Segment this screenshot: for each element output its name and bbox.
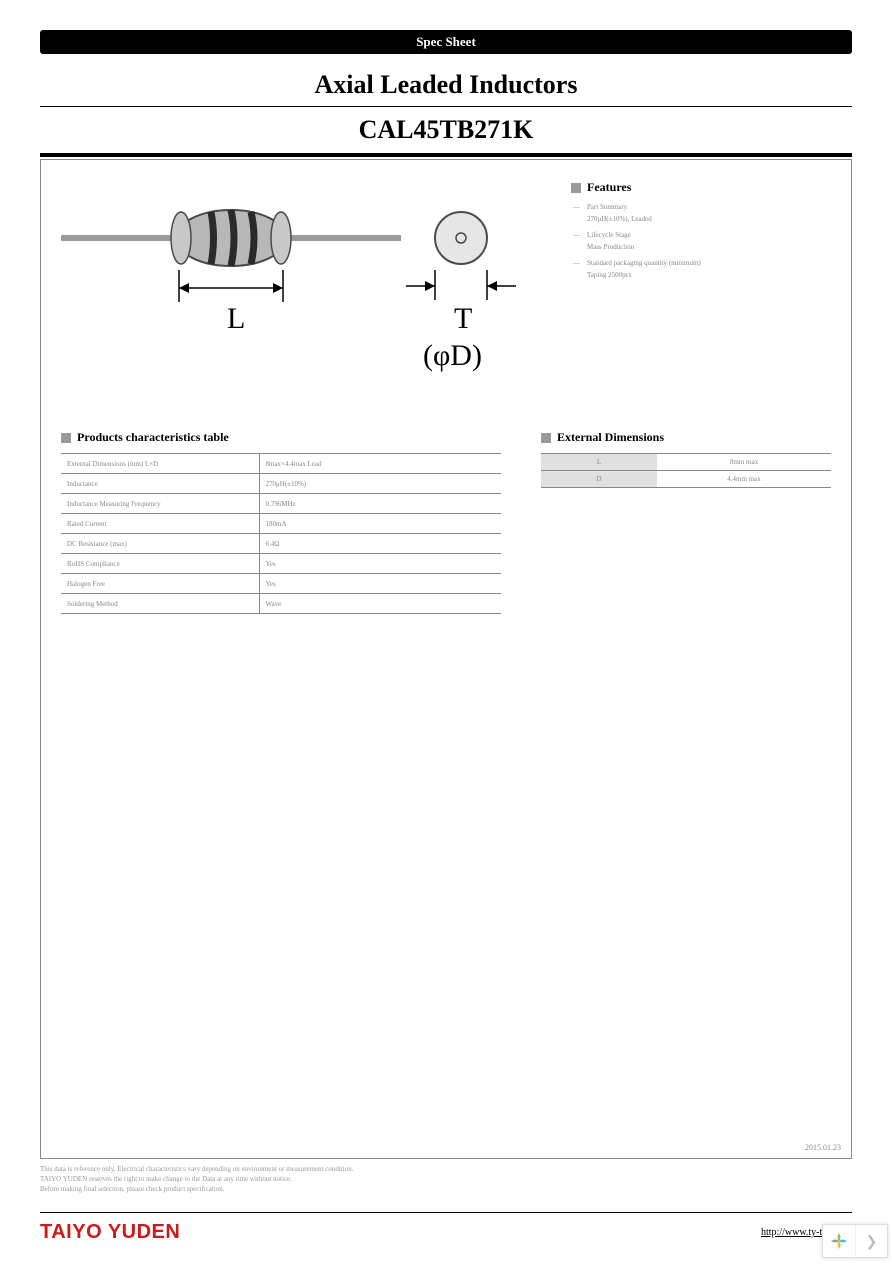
feature-value: 270μH(±10%), Leaded	[571, 215, 831, 223]
disclaimer-line: TAIYO YUDEN reserves the right to make c…	[40, 1175, 852, 1185]
square-bullet-icon	[61, 433, 71, 443]
diagram-label-l: L	[227, 302, 245, 335]
features-section: Features Part Summary 270μH(±10%), Leaded…	[571, 180, 831, 390]
dim-value: 8mm max	[657, 454, 831, 471]
feature-label: Part Summary	[571, 203, 831, 211]
char-param: RoHS Compliance	[61, 554, 259, 574]
char-param: DC Resistance (max)	[61, 534, 259, 554]
page-nav-widget: ❯	[822, 1224, 888, 1258]
table-row: Soldering MethodWave	[61, 594, 501, 614]
char-param: Halogen Free	[61, 574, 259, 594]
nav-logo-icon[interactable]	[823, 1225, 855, 1257]
square-bullet-icon	[571, 183, 581, 193]
features-heading: Features	[571, 180, 831, 195]
document-date: 2015.01.23	[805, 1143, 841, 1152]
table-row: L8mm max	[541, 454, 831, 471]
table-row: Halogen FreeYes	[61, 574, 501, 594]
characteristics-heading: Products characteristics table	[61, 430, 501, 445]
diagram-label-t: T	[454, 302, 472, 335]
feature-label: Standard packaging quantity (minimum)	[571, 259, 831, 267]
table-row: Inductance270μH(±10%)	[61, 474, 501, 494]
char-param: Inductance Measuring Frequency	[61, 494, 259, 514]
char-value: Yes	[259, 574, 501, 594]
characteristics-table: External Dimensions (mm) L×D8max×4.4max …	[61, 453, 501, 614]
char-value: 6.4Ω	[259, 534, 501, 554]
char-value: Yes	[259, 554, 501, 574]
feature-label: Lifecycle Stage	[571, 231, 831, 239]
dimensions-table: L8mm maxD4.4mm max	[541, 453, 831, 488]
char-value: Wave	[259, 594, 501, 614]
component-diagram: L T (φD)	[61, 180, 541, 390]
dim-symbol: D	[541, 471, 657, 488]
char-param: Inductance	[61, 474, 259, 494]
spec-sheet-banner: Spec Sheet	[40, 30, 852, 54]
page-footer: TAIYO YUDEN http://www.ty-top.com	[40, 1212, 852, 1244]
char-param: Rated Current	[61, 514, 259, 534]
brand-logo: TAIYO YUDEN	[40, 1221, 180, 1244]
char-value: 180mA	[259, 514, 501, 534]
table-row: RoHS ComplianceYes	[61, 554, 501, 574]
characteristics-heading-label: Products characteristics table	[77, 430, 229, 445]
dimensions-heading-label: External Dimensions	[557, 430, 664, 445]
char-param: External Dimensions (mm) L×D	[61, 454, 259, 474]
table-row: DC Resistance (max)6.4Ω	[61, 534, 501, 554]
part-number-title: CAL45TB271K	[40, 107, 852, 157]
chevron-right-icon: ❯	[866, 1233, 878, 1250]
disclaimer-line: Before making final selection, please ch…	[40, 1185, 852, 1195]
dim-symbol: L	[541, 454, 657, 471]
square-bullet-icon	[541, 433, 551, 443]
diagram-label-phid: (φD)	[423, 339, 482, 372]
features-heading-label: Features	[587, 180, 631, 195]
nav-next-button[interactable]: ❯	[855, 1225, 887, 1257]
disclaimer-line: This data is reference only. Electrical …	[40, 1165, 852, 1175]
feature-value: Mass Production	[571, 243, 831, 251]
table-row: Inductance Measuring Frequency0.796MHz	[61, 494, 501, 514]
feature-value: Taping 2500pcs	[571, 271, 831, 279]
char-value: 8max×4.4max Lead	[259, 454, 501, 474]
table-row: External Dimensions (mm) L×D8max×4.4max …	[61, 454, 501, 474]
content-frame: L T (φD) Features Part Summary270μH(±10	[40, 159, 852, 1159]
table-row: Rated Current180mA	[61, 514, 501, 534]
char-value: 0.796MHz	[259, 494, 501, 514]
characteristics-section: Products characteristics table External …	[61, 430, 501, 614]
disclaimer-text: This data is reference only. Electrical …	[40, 1165, 852, 1194]
char-value: 270μH(±10%)	[259, 474, 501, 494]
external-dimensions-section: External Dimensions L8mm maxD4.4mm max	[541, 430, 831, 488]
dimensions-heading: External Dimensions	[541, 430, 831, 445]
dim-value: 4.4mm max	[657, 471, 831, 488]
product-category-title: Axial Leaded Inductors	[40, 64, 852, 107]
table-row: D4.4mm max	[541, 471, 831, 488]
char-param: Soldering Method	[61, 594, 259, 614]
